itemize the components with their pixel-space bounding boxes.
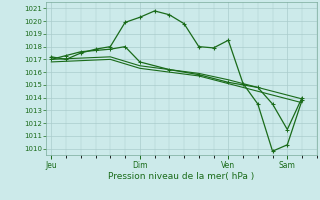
X-axis label: Pression niveau de la mer( hPa ): Pression niveau de la mer( hPa ) <box>108 172 255 181</box>
